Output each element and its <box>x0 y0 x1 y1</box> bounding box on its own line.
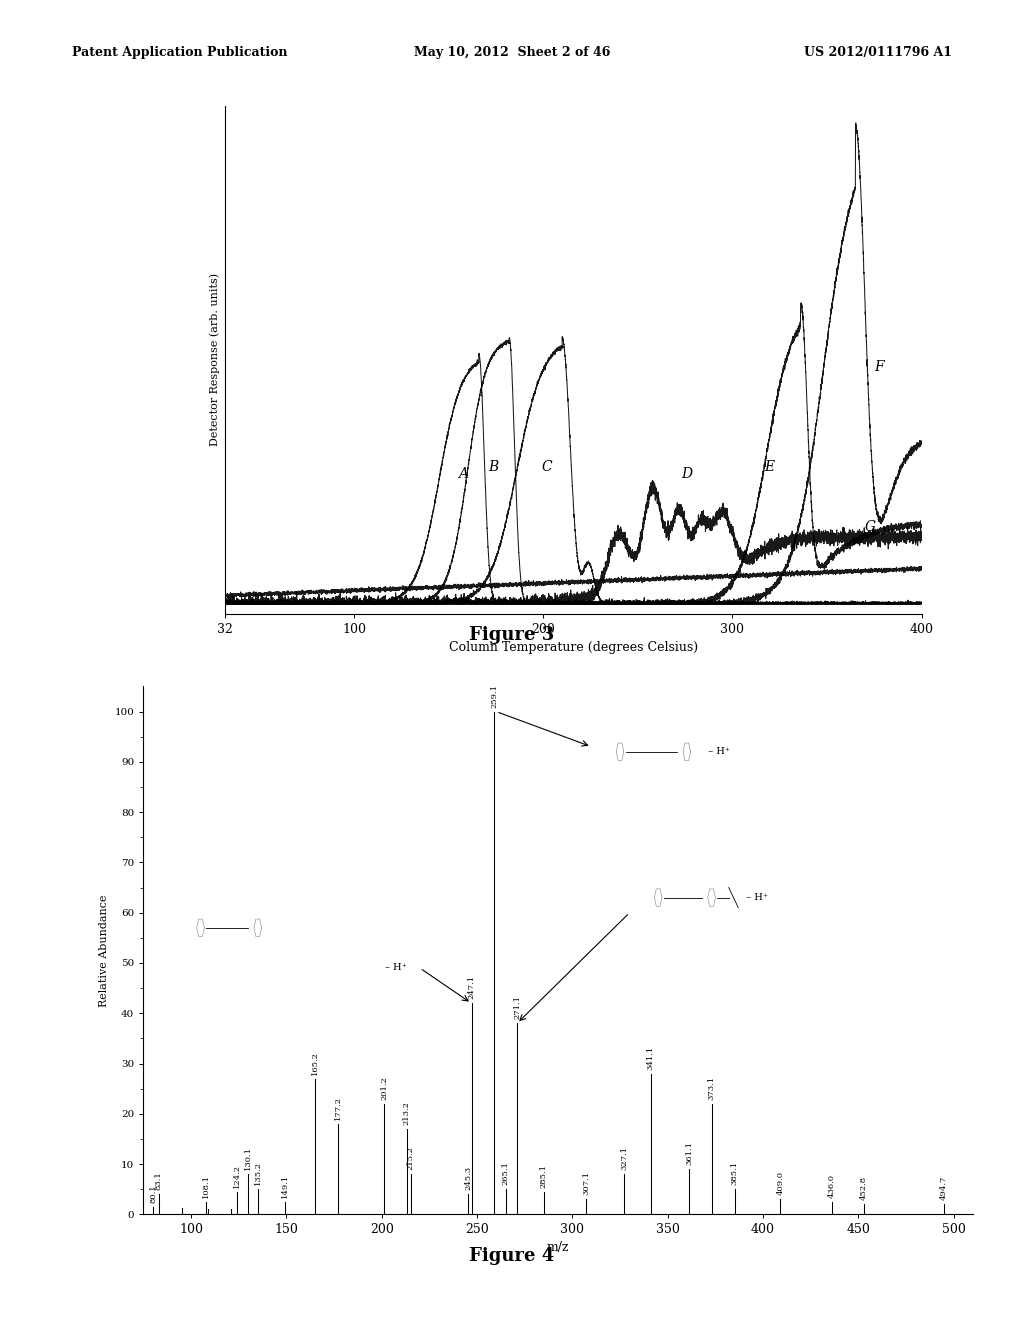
Text: 452.8: 452.8 <box>860 1176 867 1200</box>
X-axis label: m/z: m/z <box>547 1241 569 1254</box>
Text: 247.1: 247.1 <box>468 975 475 999</box>
Text: 307.1: 307.1 <box>582 1171 590 1196</box>
Y-axis label: Detector Response (arb. units): Detector Response (arb. units) <box>209 273 220 446</box>
Text: 149.1: 149.1 <box>281 1173 289 1197</box>
Text: 130.1: 130.1 <box>245 1146 253 1170</box>
Text: 341.1: 341.1 <box>647 1045 654 1069</box>
Text: Patent Application Publication: Patent Application Publication <box>72 46 287 59</box>
Text: 83.1: 83.1 <box>155 1172 163 1191</box>
Text: C: C <box>542 459 552 474</box>
Text: – H⁺: – H⁺ <box>702 747 730 756</box>
Text: 177.2: 177.2 <box>334 1096 342 1119</box>
Text: F: F <box>874 360 884 375</box>
Text: – H⁺: – H⁺ <box>385 964 407 973</box>
Text: D: D <box>681 466 692 480</box>
Text: 385.1: 385.1 <box>731 1162 738 1185</box>
Text: E: E <box>765 459 775 474</box>
Text: 327.1: 327.1 <box>621 1146 628 1170</box>
Text: US 2012/0111796 A1: US 2012/0111796 A1 <box>804 46 952 59</box>
Text: 80.1: 80.1 <box>150 1184 157 1203</box>
Text: 215.2: 215.2 <box>407 1146 415 1170</box>
Text: 108.1: 108.1 <box>203 1173 211 1197</box>
Text: G: G <box>865 520 876 533</box>
Y-axis label: Relative Abundance: Relative Abundance <box>99 894 109 1007</box>
Text: 265.1: 265.1 <box>502 1162 510 1185</box>
Text: 165.2: 165.2 <box>311 1051 319 1074</box>
Text: – H⁺: – H⁺ <box>740 894 768 902</box>
Text: 436.0: 436.0 <box>827 1173 836 1197</box>
Text: 373.1: 373.1 <box>708 1076 716 1100</box>
Text: May 10, 2012  Sheet 2 of 46: May 10, 2012 Sheet 2 of 46 <box>414 46 610 59</box>
Text: 409.0: 409.0 <box>776 1171 784 1196</box>
X-axis label: Column Temperature (degrees Celsius): Column Temperature (degrees Celsius) <box>449 642 698 655</box>
Text: 259.1: 259.1 <box>490 684 499 708</box>
Text: 135.2: 135.2 <box>254 1162 262 1185</box>
Text: 271.1: 271.1 <box>513 995 521 1019</box>
Text: 285.1: 285.1 <box>540 1164 548 1188</box>
Text: Figure 4: Figure 4 <box>469 1246 555 1265</box>
Text: A: A <box>458 466 468 480</box>
Text: 361.1: 361.1 <box>685 1140 693 1166</box>
Text: 213.2: 213.2 <box>402 1101 411 1125</box>
Text: 124.2: 124.2 <box>233 1164 242 1188</box>
Text: 494.7: 494.7 <box>940 1176 947 1200</box>
Text: 245.3: 245.3 <box>464 1166 472 1191</box>
Text: B: B <box>488 459 499 474</box>
Text: 201.2: 201.2 <box>380 1076 388 1100</box>
Text: Figure 3: Figure 3 <box>469 626 555 644</box>
